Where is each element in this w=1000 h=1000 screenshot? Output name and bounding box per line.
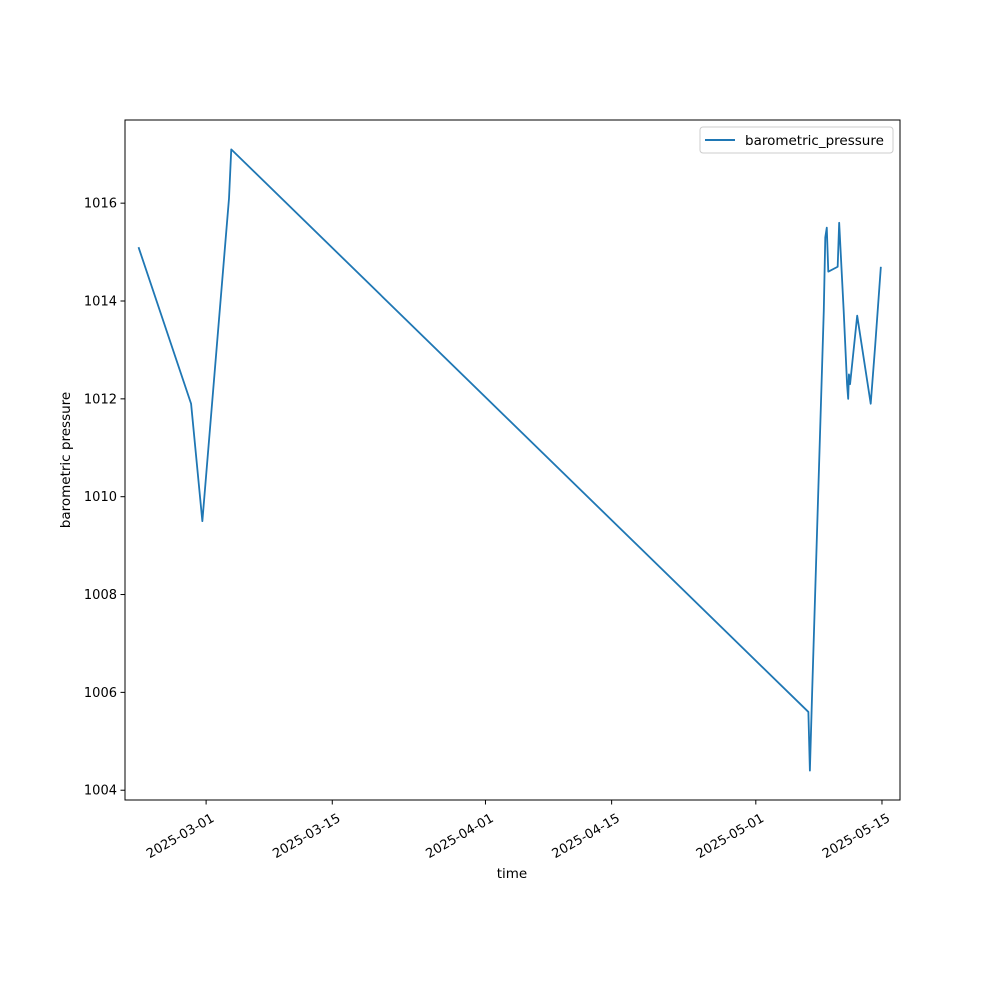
series-line-barometric_pressure <box>137 148 882 772</box>
plot-frame <box>124 119 901 801</box>
y-tick-label: 1008 <box>84 588 117 603</box>
y-tick-label: 1004 <box>84 784 117 799</box>
series-layer <box>137 148 882 772</box>
legend: barometric_pressure <box>699 126 894 154</box>
x-axis-title: time <box>497 866 528 882</box>
y-tick-label: 1012 <box>84 392 117 407</box>
legend-label: barometric_pressure <box>745 133 884 149</box>
y-axis: 1004 1006 1008 1010 1012 1014 1016 <box>84 197 125 799</box>
legend-box <box>699 126 894 154</box>
y-tick-label: 1016 <box>84 197 117 212</box>
y-axis-title: barometric pressure <box>58 392 74 528</box>
y-tick-label: 1006 <box>84 686 117 701</box>
y-tick-label: 1014 <box>84 295 117 310</box>
y-tick-label: 1010 <box>84 490 117 505</box>
plot-area <box>125 120 900 800</box>
